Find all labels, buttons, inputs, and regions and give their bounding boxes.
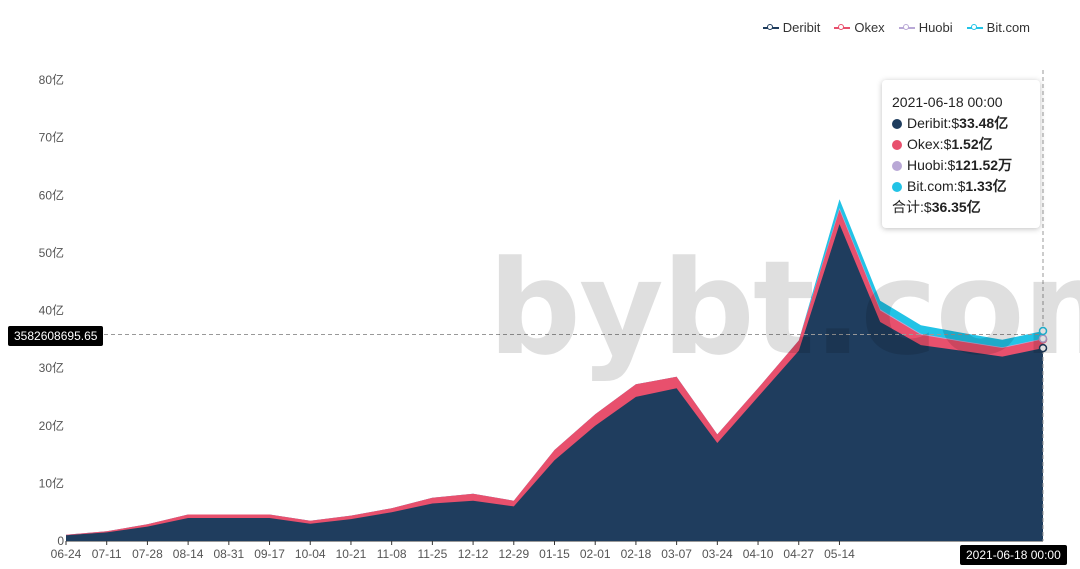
tooltip-row-label: Okex:	[907, 136, 944, 152]
tooltip-row-label: Bit.com:	[907, 178, 958, 194]
x-tick-label: 10-04	[295, 547, 326, 561]
hover-point-deribit	[1038, 343, 1048, 353]
tooltip-row: Okex: $1.52亿	[892, 134, 1030, 155]
x-tick-label: 08-31	[213, 547, 244, 561]
x-tick-label: 10-21	[336, 547, 367, 561]
tooltip-row-value: 1.33亿	[965, 178, 1007, 194]
x-tick-label: 07-11	[92, 547, 122, 561]
legend-swatch-icon	[834, 23, 851, 33]
legend-item-okex[interactable]: Okex	[834, 20, 885, 35]
tooltip-row-value: 121.52万	[955, 157, 1013, 173]
x-tick-label: 03-07	[661, 547, 692, 561]
y-tick-label: 0	[57, 534, 64, 548]
y-tick-label: 50亿	[39, 245, 64, 260]
tooltip-row-label: Deribit:	[907, 115, 952, 131]
tooltip: 2021-06-18 00:00 Deribit: $33.48亿 Okex: $…	[882, 80, 1040, 228]
x-tick-label: 12-29	[498, 547, 529, 561]
y-tick-label: 60亿	[39, 187, 64, 202]
crosshair-y-label: 3582608695.65	[8, 326, 104, 346]
y-tick-label: 10亿	[39, 475, 64, 490]
x-tick-label: 08-14	[173, 547, 204, 561]
x-tick-label: 07-28	[132, 547, 163, 561]
tooltip-row: Deribit: $33.48亿	[892, 113, 1030, 134]
series-dot-icon	[892, 118, 902, 129]
legend-label: Deribit	[782, 20, 821, 35]
tooltip-date: 2021-06-18 00:00	[892, 94, 1003, 110]
legend-item-huobi[interactable]: Huobi	[898, 20, 953, 35]
x-tick-label: 02-01	[580, 547, 611, 561]
tooltip-row-prefix: $	[957, 178, 966, 194]
area-deribit	[66, 224, 1043, 541]
tooltip-row-prefix: $	[943, 136, 952, 152]
x-tick-label: 01-15	[539, 547, 570, 561]
tooltip-row-value: 1.52亿	[951, 136, 993, 152]
series-dot-icon	[892, 181, 902, 192]
tooltip-row-prefix: $	[951, 115, 960, 131]
legend-label: Okex	[854, 20, 885, 35]
legend-swatch-icon	[898, 23, 915, 33]
crosshair-x-label: 2021-06-18 00:00	[960, 545, 1067, 565]
tooltip-row-value: 33.48亿	[959, 115, 1009, 131]
tooltip-total: 合计: $ 36.35亿	[892, 197, 1030, 218]
y-tick-label: 70亿	[39, 130, 64, 145]
x-tick-label: 12-12	[458, 547, 489, 561]
x-tick-label: 09-17	[254, 547, 285, 561]
x-tick-label: 06-24	[51, 547, 82, 561]
x-tick-label: 11-08	[377, 547, 407, 561]
series-dot-icon	[892, 160, 902, 171]
y-tick-label: 80亿	[39, 72, 64, 87]
legend-item-deribit[interactable]: Deribit	[762, 20, 821, 35]
y-tick-label: 40亿	[39, 303, 64, 318]
tooltip-total-prefix: $	[923, 199, 932, 215]
legend-label: Huobi	[918, 20, 953, 35]
x-tick-label: 04-27	[783, 547, 814, 561]
tooltip-row: Huobi: $121.52万	[892, 155, 1030, 176]
tooltip-total-value: 36.35亿	[931, 199, 981, 215]
tooltip-row: Bit.com: $1.33亿	[892, 176, 1030, 197]
hover-point-huobi	[1038, 334, 1048, 343]
legend-swatch-icon	[762, 23, 779, 33]
tooltip-row-prefix: $	[947, 157, 956, 173]
legend-label: Bit.com	[986, 20, 1030, 35]
legend-item-bit-com[interactable]: Bit.com	[966, 20, 1030, 35]
tooltip-row-label: Huobi:	[907, 157, 948, 173]
hover-point-bit-com	[1038, 326, 1048, 336]
legend-swatch-icon	[966, 23, 983, 33]
y-tick-label: 20亿	[39, 418, 64, 433]
y-tick-label: 30亿	[39, 360, 64, 375]
chart-legend: Deribit Okex Huobi Bit.com	[762, 20, 1030, 35]
series-dot-icon	[892, 139, 902, 150]
tooltip-total-label: 合计:	[892, 199, 924, 215]
x-tick-label: 11-25	[417, 547, 447, 561]
x-tick-label: 05-14	[824, 547, 855, 561]
x-tick-label: 03-24	[702, 547, 733, 561]
x-tick-label: 02-18	[621, 547, 652, 561]
x-tick-label: 04-10	[743, 547, 774, 561]
